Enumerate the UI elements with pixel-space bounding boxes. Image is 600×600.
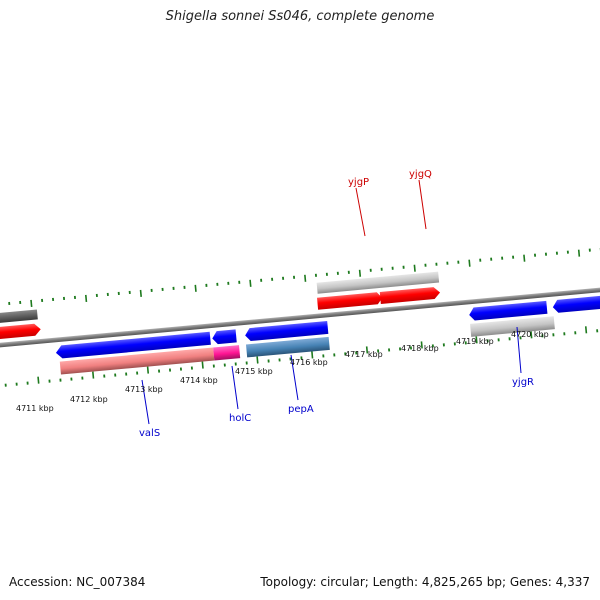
feature-bar-holC[interactable] — [213, 345, 241, 361]
kbp-scale-labels: 4711 kbp 4712 kbp 4713 kbp 4714 kbp 4715… — [16, 330, 549, 413]
leader-valS — [141, 379, 150, 425]
leader-yjgP — [355, 187, 366, 237]
gene-arrow-yjgQ[interactable] — [379, 287, 441, 304]
kbp-label: 4719 kbp — [456, 337, 494, 346]
major-tick — [468, 259, 471, 267]
gene-label-yjgP[interactable]: yjgP — [348, 177, 369, 188]
gene-label-leaders — [141, 179, 522, 425]
major-tick — [84, 294, 88, 302]
kbp-label: 4718 kbp — [401, 344, 439, 353]
major-tick — [420, 341, 423, 349]
major-tick — [413, 264, 416, 272]
gene-arrow-holC[interactable] — [212, 329, 237, 345]
gene-label-pepA[interactable]: pepA — [288, 404, 314, 415]
gene-label-yjgR[interactable]: yjgR — [512, 377, 534, 388]
gene-arrow-pepA[interactable] — [245, 320, 329, 342]
major-tick — [475, 336, 478, 344]
feature-bar-yjgP-yjgQ[interactable] — [316, 271, 440, 294]
feature-bar-yjgR[interactable] — [470, 316, 555, 337]
gene-arrow-forward-left[interactable] — [0, 323, 41, 341]
gene-labels: yjgP yjgQ valS holC pepA yjgR — [139, 169, 534, 439]
gene-label-holC[interactable]: holC — [229, 413, 251, 424]
major-tick — [365, 346, 369, 354]
leader-yjgQ — [418, 179, 427, 230]
major-tick — [92, 371, 95, 379]
kbp-label: 4715 kbp — [235, 367, 273, 376]
genome-summary-text: Topology: circular; Length: 4,825,265 bp… — [260, 575, 590, 589]
reverse-strand-features — [55, 292, 600, 375]
genome-backbone — [0, 284, 600, 350]
major-tick — [37, 376, 40, 384]
major-tick — [201, 361, 204, 369]
major-tick — [358, 269, 362, 277]
forward-strand-features — [0, 271, 441, 341]
major-tick — [30, 299, 33, 308]
gene-label-valS[interactable]: valS — [139, 428, 160, 439]
kbp-label: 4717 kbp — [345, 350, 383, 359]
gene-label-yjgQ[interactable]: yjgQ — [409, 169, 432, 180]
major-tick — [577, 249, 581, 257]
gene-arrow-valS[interactable] — [55, 331, 211, 359]
gene-arrow-yjgR[interactable] — [469, 300, 548, 321]
accession-text: Accession: NC_007384 — [9, 575, 146, 589]
major-tick — [139, 289, 142, 297]
kbp-label: 4711 kbp — [16, 404, 54, 413]
major-tick — [194, 284, 197, 292]
feature-bar-forward-left[interactable] — [0, 309, 38, 325]
leader-holC — [231, 365, 239, 410]
kbp-label: 4712 kbp — [70, 395, 108, 404]
reverse-tick-track — [4, 326, 599, 387]
major-tick — [256, 356, 259, 364]
major-tick — [530, 331, 533, 339]
major-tick — [584, 326, 588, 334]
feature-bar-pepA[interactable] — [245, 336, 330, 358]
leader-yjgR — [516, 326, 522, 374]
feature-bar-valS[interactable] — [59, 347, 215, 375]
gene-arrow-right-edge[interactable] — [552, 292, 600, 313]
leader-pepA — [290, 354, 299, 401]
major-tick — [523, 254, 526, 262]
kbp-label: 4713 kbp — [125, 385, 163, 394]
gene-arrow-yjgP[interactable] — [317, 292, 383, 310]
major-tick — [249, 279, 252, 287]
kbp-label: 4720 kbp — [511, 330, 549, 339]
major-tick — [311, 351, 314, 359]
kbp-label: 4716 kbp — [290, 358, 328, 367]
forward-tick-track — [8, 247, 600, 308]
major-tick — [146, 366, 150, 374]
kbp-label: 4714 kbp — [180, 376, 218, 385]
major-tick — [304, 274, 307, 282]
map-title: Shigella sonnei Ss046, complete genome — [165, 9, 435, 24]
